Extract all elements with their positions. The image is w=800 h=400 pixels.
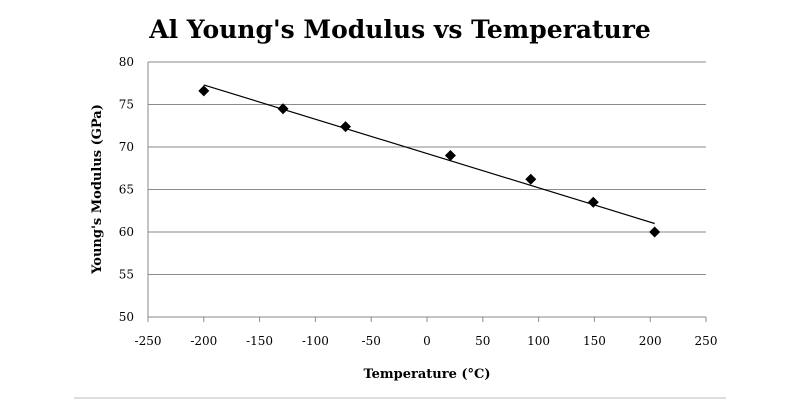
y-axis-label: Young's Modulus (GPa)	[90, 104, 105, 275]
x-tick-label: -150	[246, 334, 273, 348]
data-point-diamond-3	[444, 150, 456, 161]
x-tick-label: 250	[695, 334, 718, 348]
x-tick-label: 150	[583, 334, 606, 348]
axes: 50 55 60 65 70 75 80 -250 -200 -150 -100 -50 0 50 100 1…	[119, 55, 718, 348]
data-points	[198, 85, 661, 238]
y-tick-label: 70	[119, 140, 134, 154]
y-tick-label: 55	[119, 268, 134, 282]
chart-title: Al Young's Modulus vs Temperature	[148, 15, 651, 44]
y-tick-label: 75	[119, 98, 134, 112]
x-tick-label: 0	[423, 334, 431, 348]
x-tick-label: -100	[302, 334, 329, 348]
trendline-group	[203, 84, 655, 225]
data-point-diamond-1	[277, 103, 289, 115]
y-tick-label: 65	[119, 183, 134, 197]
x-tick-label: -200	[190, 334, 217, 348]
x-tick-label: 50	[475, 334, 490, 348]
linear-trendline	[203, 84, 655, 225]
data-point-diamond-5	[587, 196, 599, 208]
y-tick-label: 80	[119, 55, 134, 69]
x-tick-label: -250	[135, 334, 162, 348]
x-axis-label: Temperature (°C)	[363, 367, 490, 382]
x-tick-label: 100	[527, 334, 550, 348]
data-point-diamond-0	[198, 85, 210, 97]
y-tick-label: 60	[119, 225, 134, 239]
x-tick-label: 200	[639, 334, 662, 348]
gridlines	[148, 61, 706, 318]
data-point-diamond-2	[340, 121, 352, 133]
data-point-diamond-4	[525, 173, 537, 185]
x-tick-label: -50	[362, 334, 381, 348]
data-point-diamond-6	[649, 226, 661, 238]
y-tick-label: 50	[119, 310, 134, 324]
